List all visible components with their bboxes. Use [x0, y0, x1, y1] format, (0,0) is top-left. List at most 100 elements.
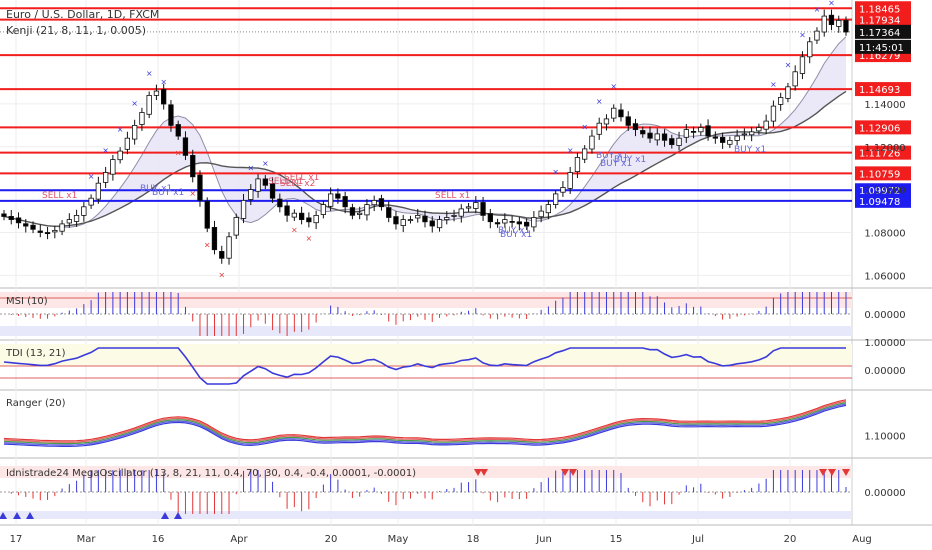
- level-label: 1.14693: [859, 85, 900, 96]
- candles[interactable]: [1, 9, 849, 265]
- candle-body: [386, 207, 392, 218]
- candle-body: [589, 135, 595, 150]
- signal-label: BUY x1: [596, 151, 628, 161]
- candle-body: [843, 19, 849, 33]
- x-tick-label: Mar: [77, 534, 97, 545]
- signal-x-marker: ×: [552, 168, 559, 177]
- candle-body: [509, 220, 515, 223]
- signal-label: SELL x1: [284, 173, 319, 183]
- candle-body: [262, 178, 269, 186]
- msi-zone-lower: [0, 326, 852, 336]
- osc-zone-upper: [0, 466, 852, 478]
- signal-x-marker: ×: [828, 0, 835, 7]
- osc-signal-up: [161, 512, 169, 519]
- candle-body: [632, 123, 639, 130]
- signal-x-marker: ×: [117, 125, 124, 134]
- last-price-label: 1.17364: [859, 28, 900, 39]
- msi-zone-upper: [0, 292, 852, 308]
- signal-x-marker: ×: [291, 226, 298, 235]
- osc-signal-up: [174, 512, 182, 519]
- candle-body: [73, 214, 80, 222]
- candle-body: [690, 130, 697, 133]
- chart-title: Euro / U.S. Dollar, 1D, FXCM: [6, 8, 159, 21]
- osc-signal-down: [561, 469, 569, 476]
- candle-body: [451, 214, 457, 217]
- candle-body: [356, 212, 363, 215]
- level-label: 1.09972: [859, 186, 900, 197]
- candle-body: [756, 127, 762, 132]
- x-tick-label: 15: [610, 534, 623, 545]
- signal-x-marker: ×: [814, 5, 821, 14]
- candle-body: [640, 130, 646, 135]
- candle-body: [785, 86, 791, 99]
- signal-label: BUY x1: [152, 188, 184, 198]
- signal-x-marker: ×: [262, 159, 269, 168]
- candle-body: [30, 224, 36, 230]
- level-label-bg: [855, 82, 911, 97]
- candle-body: [538, 210, 544, 218]
- candle-body: [131, 125, 138, 140]
- x-tick-label: 18: [467, 534, 480, 545]
- candle-body: [407, 219, 414, 222]
- candle-body: [436, 219, 443, 229]
- price-tick-label: 1.10000: [864, 186, 905, 197]
- pane-title: TDI (13, 21): [5, 348, 66, 359]
- candle-body: [66, 219, 72, 224]
- pane-tick: 1.10000: [864, 432, 905, 443]
- candle-body: [1, 213, 7, 217]
- signal-x-marker: ×: [189, 189, 196, 198]
- candle-body: [240, 199, 247, 219]
- indicator-panes: MSI (10) TDI (13, 21) Ranger (20) Idnistrad…: [0, 292, 852, 519]
- candle-body: [553, 193, 559, 205]
- ranger-line: [3, 400, 847, 443]
- level-label-bg: [855, 1, 911, 16]
- price-tick-label: 1.14000: [864, 100, 905, 111]
- candle-body: [458, 208, 464, 217]
- candle-body: [52, 229, 58, 233]
- candle-body: [567, 172, 573, 189]
- x-tick-label: 17: [10, 534, 23, 545]
- candle-body: [763, 120, 769, 130]
- x-tick-label: Jun: [535, 534, 552, 545]
- candle-body: [146, 95, 152, 115]
- candle-body: [233, 217, 239, 236]
- candle-body: [415, 214, 421, 219]
- level-label: 1.10759: [859, 169, 900, 180]
- candle-body: [574, 157, 581, 173]
- signal-label: BUY x1: [614, 155, 646, 165]
- x-tick-label: Aug: [852, 534, 872, 545]
- price-tick-label: 1.08000: [864, 229, 905, 240]
- price-tick-label: 1.06000: [864, 271, 905, 282]
- osc-signal-down: [842, 469, 850, 476]
- ranger-line: [3, 404, 847, 447]
- candle-body: [705, 125, 711, 137]
- signal-x-marker: ×: [799, 31, 806, 40]
- x-tick-label: 20: [325, 534, 338, 545]
- pane-tick: 0.00000: [864, 310, 905, 321]
- candle-body: [81, 206, 87, 216]
- x-tick-label: 20: [784, 534, 797, 545]
- candle-body: [603, 118, 610, 125]
- pane-title: Ranger (20): [6, 398, 66, 409]
- signal-label: BUY x1: [600, 159, 632, 169]
- candle-body: [342, 196, 348, 208]
- candle-body: [473, 202, 479, 209]
- countdown-label: 11:45:01: [859, 43, 904, 54]
- candle-body: [327, 193, 334, 207]
- candle-body: [422, 215, 428, 223]
- candle-body: [465, 206, 472, 209]
- osc-signal-up: [26, 512, 34, 519]
- ranger-line: [3, 399, 847, 442]
- osc-signal-down: [474, 469, 482, 476]
- signal-x-marker: ×: [218, 271, 225, 280]
- candle-body: [611, 107, 617, 119]
- osc-signal-down: [569, 469, 577, 476]
- signal-x-marker: ×: [306, 234, 313, 243]
- x-tick-label: Jul: [691, 534, 704, 545]
- candle-body: [582, 148, 588, 160]
- candle-body: [204, 200, 210, 229]
- last-price-label-bg: [855, 24, 911, 39]
- signal-x-marker: ×: [785, 61, 792, 70]
